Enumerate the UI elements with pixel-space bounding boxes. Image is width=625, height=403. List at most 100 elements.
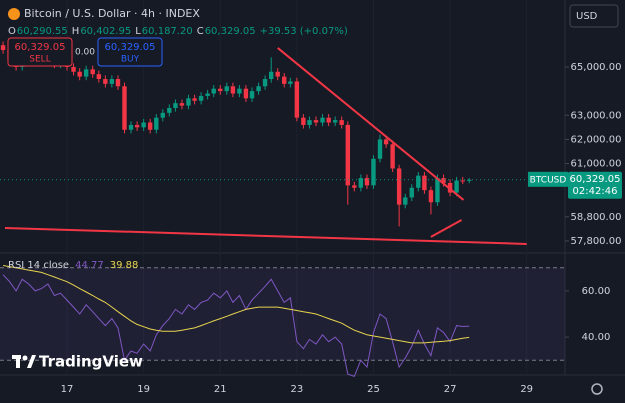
candle-body [390,144,395,169]
candle-body [326,117,331,123]
candle-body [288,81,293,84]
settings-icon[interactable] [591,383,603,395]
candle-body [377,139,383,159]
candle-body [441,178,446,183]
y-tick-label: 57,800.00 [571,236,622,247]
ohlc-key: O [8,26,16,37]
spread: 0.00 [75,48,95,58]
candle-body [313,120,319,123]
candle-body [352,185,357,188]
buy-label: BUY [121,55,140,65]
y-tick-label: 58,800.00 [571,212,622,223]
price-tag: 60,329.05 [570,174,621,185]
candle-body [262,79,268,87]
candle-body [198,95,204,101]
ohlc-legend: O 60,290.55 H 60,402.95 L 60,187.20 C 60,329.05… [8,26,348,37]
candle-body [83,69,89,77]
rsi-band-fill [0,267,565,361]
x-tick-label: 29 [520,384,533,395]
candle-body [224,86,229,92]
candle-body [345,124,351,186]
brand: TradingView [39,353,143,371]
candle-body [467,179,472,181]
candle-body [435,178,440,203]
price-tag-bg [568,171,622,199]
candle-body [179,103,185,106]
indicator-value: 44.77 [75,260,104,271]
sell-button[interactable] [7,37,73,67]
candle-body [77,71,82,77]
x-tick-label: 23 [290,384,303,395]
symbol-tag: BTCUSD [530,175,567,185]
ohlc-value: 60,187.20 [142,26,193,37]
ohlc-key: H [72,26,80,37]
countdown: 02:42:46 [573,186,618,197]
btc-icon [8,8,20,20]
brand-logo [12,355,36,368]
candle-body [301,117,306,125]
candle-body [167,108,172,113]
candle-body [269,71,274,80]
indicator-value: 39.88 [110,260,139,271]
candle-body [160,112,165,118]
y-tick-label: 65,000.00 [571,62,622,73]
candle-body [218,88,223,92]
candle-body [103,79,108,84]
candle-body [249,91,255,99]
ohlc-key: C [197,26,204,37]
candle-body [396,168,402,205]
candle-body [422,175,427,191]
x-tick-label: 27 [444,384,457,395]
candle-body [294,81,300,118]
candle-body [211,88,216,94]
candle-body [403,197,408,205]
candle-body [230,86,236,94]
candle-body [141,122,146,128]
currency-button[interactable] [569,4,619,28]
candle-body [205,93,210,96]
candle-body [128,124,134,130]
plot: 65,000.00 63,000.00 62,000.00 61,000.00 58,8… [0,41,622,395]
ohlc-value: 60,329.05 [205,26,256,37]
y-tick-label: 62,000.00 [571,134,622,145]
candle-body [454,180,459,193]
candle-body [154,117,159,130]
candle-body [282,76,287,84]
ohlc-key: L [135,26,141,37]
rsi-line [3,265,470,344]
candle-body [416,175,421,188]
candle-body [134,124,140,128]
trendline [4,226,527,245]
candle-body [96,74,102,80]
candle-body [192,98,197,101]
candle-body [320,117,325,123]
change: +39.53 (+0.07%) [260,26,348,37]
logo-part [27,355,36,368]
symbol-title: Bitcoin / U.S. Dollar · 4h · INDEX [24,7,200,20]
y-tick-label: 61,000.00 [571,159,622,170]
ohlc-value: 60,290.55 [17,26,68,37]
candle-body [256,86,261,92]
candle-body [147,122,153,130]
indicator-title: RSI 14 close [8,260,69,271]
candle-body [0,45,6,51]
candle-body [71,66,76,72]
candle-body [109,79,115,84]
candle-body [122,86,127,130]
candle-body [186,98,191,106]
symbol-tag-bg [528,171,568,187]
candle-body [409,187,414,198]
x-tick-label: 17 [61,384,74,395]
candle-body [364,178,370,186]
trendline [430,219,463,238]
buy-button[interactable] [97,37,163,67]
buy-price: 60,329.05 [105,42,156,53]
y-tick-label: 40.00 [582,332,611,343]
currency: USD [576,11,598,22]
candle-body [460,180,465,182]
y-tick-label: 63,000.00 [571,110,622,121]
candle-body [90,69,95,75]
